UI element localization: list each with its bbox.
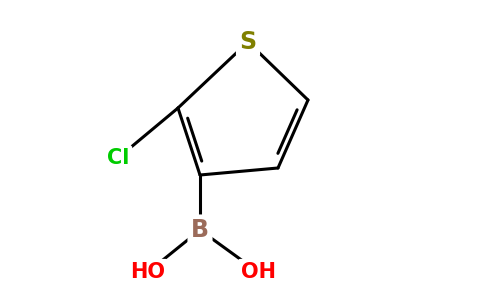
Text: HO: HO	[131, 262, 166, 282]
Text: Cl: Cl	[107, 148, 129, 168]
Text: S: S	[240, 30, 257, 54]
Text: B: B	[191, 218, 209, 242]
Text: OH: OH	[241, 262, 275, 282]
